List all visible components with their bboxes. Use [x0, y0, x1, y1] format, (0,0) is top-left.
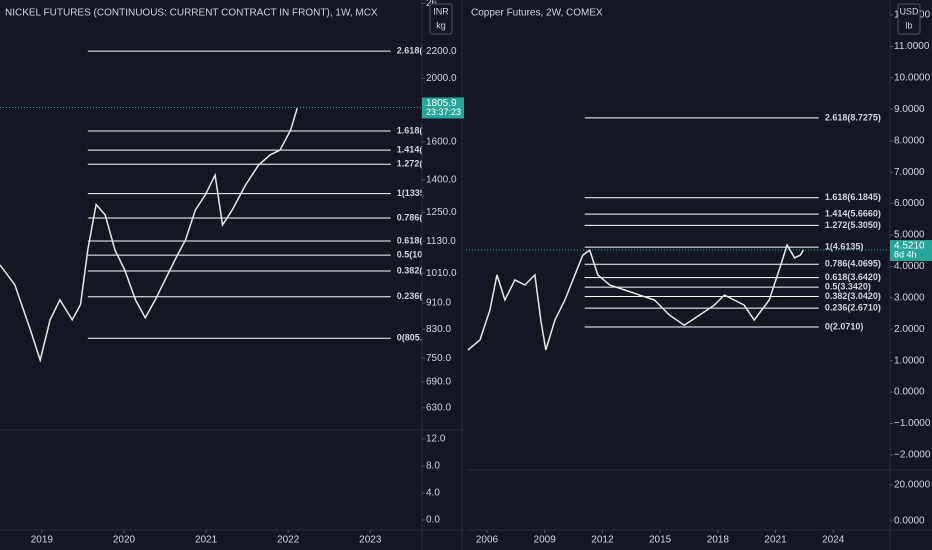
fib-label: 0.618(3.6420) [825, 272, 881, 282]
unit-label: lb [905, 20, 912, 30]
y-tick-label: 9.0000 [894, 104, 925, 115]
x-tick-label: 2021 [764, 535, 787, 546]
pane2-tick-label: 0.0 [426, 515, 440, 526]
plot: 2.618(2 1.618(1 1.414(1 1.272(1 1(1335. 0.786… [0, 46, 428, 363]
currency-label: INR [433, 6, 449, 16]
pane2-tick-label: 0.0000 [894, 516, 925, 527]
y-tick-label: 690.0 [426, 377, 451, 388]
fib-label: 0(805.4 [397, 333, 428, 343]
countdown: 8d 4h [894, 249, 917, 259]
y-tick-label: 5.0000 [894, 230, 925, 241]
last-price-label: 4.5210 [894, 241, 925, 252]
pane2-tick-label: 12.0 [426, 433, 446, 444]
fib-label: 1(4.6135) [825, 242, 864, 252]
last-price-tag [890, 240, 932, 262]
y-tick-label: 1130.0 [426, 236, 456, 247]
y-tick-label: 4.0000 [894, 261, 925, 272]
fib-label: 1.618(1 [397, 125, 428, 135]
y-tick-label: 10.0000 [894, 73, 931, 84]
x-tick-label: 2006 [476, 535, 499, 546]
fib-label: 1.414(1 [397, 145, 428, 155]
plot: 2.618(8.7275) 1.618(6.1845) 1.414(5.6660) 1… [466, 112, 890, 351]
y-tick-label: 6.0000 [894, 198, 925, 209]
y-tick-label: 1600.0 [426, 137, 457, 148]
fib-label: 0.5(3.3420) [825, 281, 871, 291]
last-price-tag [422, 97, 464, 119]
x-tick-label: 2012 [591, 535, 614, 546]
pane2-tick-label: 4.0 [426, 488, 440, 499]
x-tick-label: 2022 [277, 535, 300, 546]
chart-title: NICKEL FUTURES (CONTINUOUS: CURRENT CONT… [5, 8, 378, 19]
fib-label: 2.618(8.7275) [825, 112, 881, 122]
fib-label: 1(1335. [397, 188, 428, 198]
fib-label: 2.618(2 [397, 46, 428, 56]
price-line [0, 107, 298, 363]
x-tick-label: 2020 [113, 535, 136, 546]
y-tick-label: 1010.0 [426, 268, 457, 279]
pane2-tick-label: 20.0000 [894, 480, 931, 491]
x-tick-label: 2023 [359, 535, 382, 546]
fib-label: 1.272(1 [397, 159, 428, 169]
countdown: 23:37:23 [426, 107, 461, 117]
pane2-tick-label: 8.0 [426, 460, 440, 471]
y-tick-label: 1.0000 [894, 355, 925, 366]
y-tick-label: 1400.0 [426, 175, 457, 186]
y-tick-label: 11.0000 [894, 41, 930, 52]
fib-label: 0.786(4.0695) [825, 259, 881, 269]
fib-label: 1.618(6.1845) [825, 192, 881, 202]
currency-label: USD [899, 6, 919, 16]
fib-label: 0.786(1 [397, 212, 428, 222]
x-tick-label: 2015 [649, 535, 672, 546]
fib-label: 0.382(3.0420) [825, 291, 881, 301]
x-tick-label: 2024 [822, 535, 845, 546]
currency-badge [429, 3, 453, 35]
fib-label: 0.382(1 [397, 265, 428, 275]
unit-label: kg [436, 20, 446, 30]
y-tick-label: 630.0 [426, 403, 451, 414]
y-tick-label: −2.0000 [894, 450, 931, 461]
chart-title: Copper Futures, 2W, COMEX [471, 8, 603, 19]
y-tick-label: 0.0000 [894, 387, 925, 398]
y-tick-label: 830.0 [426, 324, 451, 335]
y-tick-label: 2000.0 [426, 73, 457, 84]
y-tick-label: 7.0000 [894, 167, 925, 178]
price-line [467, 243, 805, 351]
y-tick-label: 3.0000 [894, 292, 925, 303]
x-tick-label: 2021 [195, 535, 218, 546]
y-tick-label: 2.0000 [894, 324, 925, 335]
fib-label: 1.414(5.6660) [825, 208, 881, 218]
y-tick-label: 2200.0 [426, 46, 457, 57]
y-tick-label: 8.0000 [894, 135, 925, 146]
fib-label: 0(2.0710) [825, 321, 864, 331]
y-tick-label: 910.0 [426, 298, 451, 309]
x-tick-label: 2018 [707, 535, 730, 546]
fib-label: 0.5(107 [397, 250, 428, 260]
fib-label: 0.618(1 [397, 235, 428, 245]
fib-label: 1.272(5.3050) [825, 220, 881, 230]
y-tick-label: 1250.0 [426, 207, 457, 218]
last-price-label: 1805.9 [426, 98, 457, 109]
currency-badge [897, 3, 921, 35]
x-tick-label: 2019 [31, 535, 54, 546]
x-tick-label: 2009 [534, 535, 557, 546]
y-tick-label: 750.0 [426, 353, 451, 364]
fib-label: 0.236(9 [397, 291, 428, 301]
fib-label: 0.236(2.6710) [825, 303, 881, 313]
y-tick-label: −1.0000 [894, 418, 931, 429]
